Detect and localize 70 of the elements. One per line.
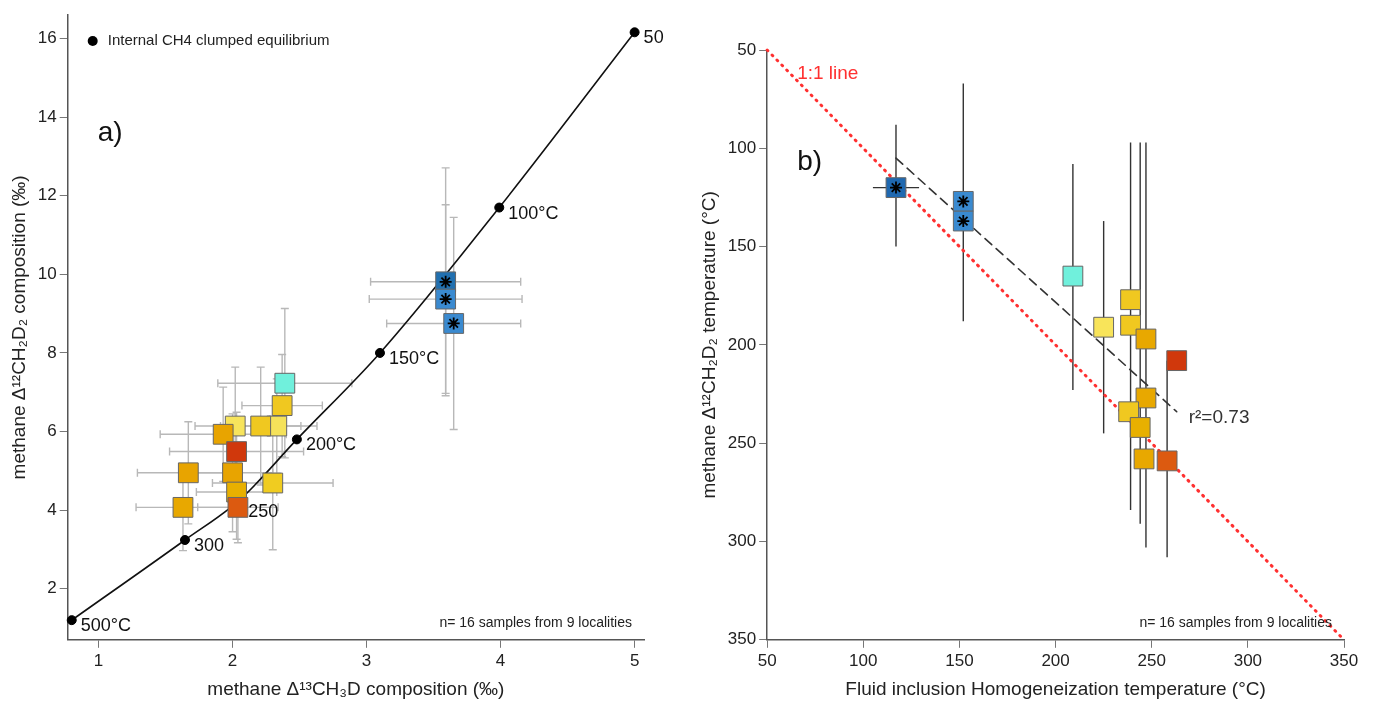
y-tick-label: 100 <box>727 137 757 157</box>
annotation: 150°C <box>388 347 440 368</box>
point <box>226 441 247 462</box>
point <box>1129 417 1151 438</box>
point <box>212 423 234 445</box>
point <box>1093 316 1115 338</box>
point <box>262 472 284 494</box>
point <box>629 27 640 38</box>
point <box>1135 328 1157 350</box>
y-axis-title: methane Δ¹²CH₂D₂ composition (‰) <box>7 175 29 480</box>
point <box>227 496 249 518</box>
x-axis-title: methane Δ¹³CH₃D composition (‰) <box>207 677 505 699</box>
x-tick-label: 2 <box>227 650 238 670</box>
point <box>1135 387 1157 409</box>
y-tick-label: 150 <box>727 236 757 256</box>
x-tick-label: 200 <box>1041 650 1070 670</box>
x-axis-title: Fluid inclusion Homogeneization temperature (°C) <box>845 677 1266 699</box>
annotation: a) <box>97 116 123 148</box>
point <box>1156 450 1178 472</box>
point <box>177 462 199 484</box>
point <box>66 615 77 626</box>
point <box>291 434 302 445</box>
x-tick-label: 5 <box>629 650 640 670</box>
annotation: 250 <box>248 501 279 522</box>
point <box>250 415 272 437</box>
annotation: 50 <box>643 27 664 48</box>
x-tick-label: 150 <box>945 650 974 670</box>
annotation: 100°C <box>508 202 559 223</box>
point <box>179 534 190 545</box>
x-tick-label: 3 <box>361 650 372 670</box>
annotation: 500°C <box>80 615 131 636</box>
point <box>374 347 385 358</box>
annotation: n= 16 samples from 9 localities <box>439 613 632 630</box>
point <box>274 372 296 394</box>
y-axis-title: methane Δ¹²CH₂D₂ temperature (°C) <box>697 191 719 499</box>
x-tick-label: 4 <box>495 650 506 670</box>
y-tick-label: 2 <box>47 578 57 598</box>
annotation: n= 16 samples from 9 localities <box>1139 613 1332 630</box>
series-label: r²=0.73 <box>1188 405 1250 427</box>
series-label: 1:1 line <box>797 62 859 84</box>
y-tick-label: 200 <box>727 334 757 354</box>
x-tick-label: 100 <box>849 650 878 670</box>
point <box>1120 289 1141 311</box>
x-tick-label: 50 <box>757 650 777 670</box>
point <box>1062 265 1084 287</box>
annotation: b) <box>797 144 823 176</box>
point <box>1166 350 1188 372</box>
x-tick-label: 1 <box>93 650 104 670</box>
point <box>172 496 194 518</box>
x-tick-label: 300 <box>1233 650 1263 670</box>
point <box>271 395 293 416</box>
y-tick-label: 300 <box>727 531 757 551</box>
y-tick-label: 12 <box>37 185 57 205</box>
y-tick-label: 350 <box>727 629 757 649</box>
point <box>494 202 505 213</box>
y-tick-label: 4 <box>47 499 57 519</box>
annotation: 200°C <box>305 434 357 455</box>
point <box>222 462 243 484</box>
y-tick-label: 50 <box>737 39 757 59</box>
y-tick-label: 8 <box>47 342 57 362</box>
annotation: 300 <box>193 534 225 555</box>
y-tick-label: 14 <box>37 106 57 126</box>
y-tick-label: 6 <box>47 421 57 441</box>
y-tick-label: 10 <box>37 264 57 284</box>
y-tick-label: 16 <box>37 28 57 48</box>
x-tick-label: 250 <box>1137 650 1166 670</box>
legend-label: Internal CH4 clumped equilibrium <box>107 31 330 49</box>
y-tick-label: 250 <box>727 432 757 452</box>
point <box>1133 448 1155 470</box>
x-tick-label: 350 <box>1329 650 1359 670</box>
